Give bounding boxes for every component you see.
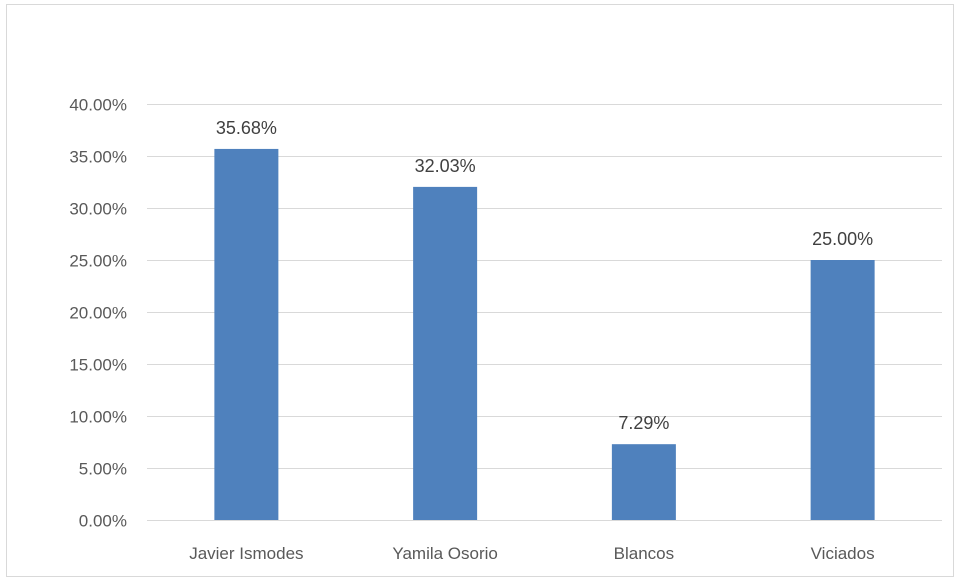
y-tick-label: 35.00% (69, 148, 127, 167)
x-tick-label: Blancos (614, 544, 674, 563)
data-label: 32.03% (415, 156, 476, 176)
y-tick-label: 0.00% (79, 512, 127, 531)
bars (214, 148, 875, 521)
bar (413, 186, 478, 520)
data-labels: 35.68% 32.03% 7.29% 25.00% (216, 118, 873, 433)
bar (810, 260, 875, 520)
y-tick-label: 20.00% (69, 304, 127, 323)
x-tick-label: Javier Ismodes (189, 544, 303, 563)
y-tick-label: 40.00% (69, 96, 127, 115)
x-axis-ticks: Javier Ismodes Yamila Osorio Blancos Viciad… (189, 544, 874, 563)
data-label: 7.29% (618, 413, 669, 433)
y-tick-label: 15.00% (69, 356, 127, 375)
bar (611, 444, 676, 520)
chart-frame (6, 4, 954, 577)
data-label: 35.68% (216, 118, 277, 138)
y-axis-ticks: 0.00% 5.00% 10.00% 15.00% 20.00% 25.00% 30.00%… (69, 96, 127, 531)
y-tick-label: 5.00% (79, 460, 127, 479)
data-label: 25.00% (812, 229, 873, 249)
bar (214, 148, 279, 521)
y-tick-label: 25.00% (69, 252, 127, 271)
y-tick-label: 10.00% (69, 408, 127, 427)
y-tick-label: 30.00% (69, 200, 127, 219)
x-tick-label: Yamila Osorio (392, 544, 498, 563)
x-tick-label: Viciados (811, 544, 875, 563)
gridlines (147, 104, 942, 521)
